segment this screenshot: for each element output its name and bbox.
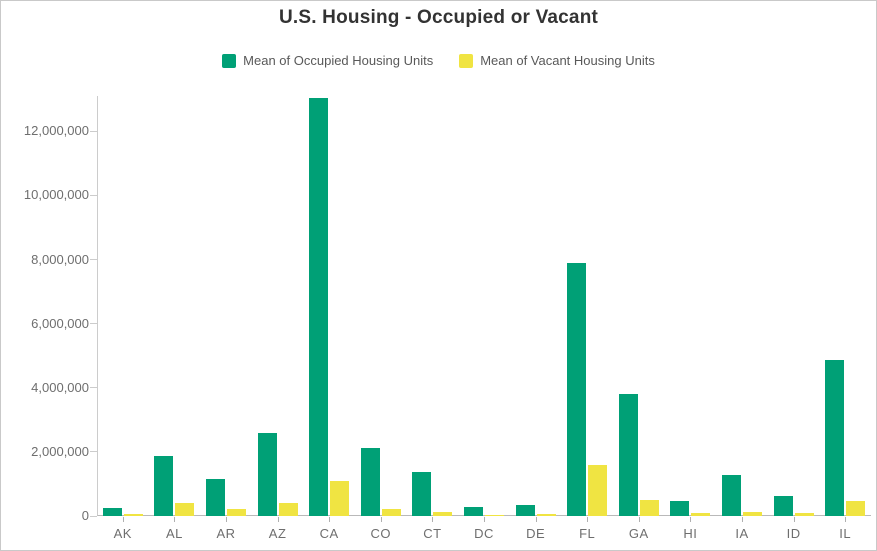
x-axis-tick-label: DC <box>474 526 494 541</box>
bar-occupied-ID[interactable] <box>773 496 793 516</box>
bar-occupied-IA[interactable] <box>722 475 741 516</box>
x-axis-tick-label: DE <box>526 526 546 541</box>
bar-occupied-DE[interactable] <box>515 505 535 516</box>
x-axis-tick-label: ID <box>786 526 801 541</box>
bar-vacant-CA[interactable] <box>330 481 350 516</box>
x-axis-tick-label: AK <box>113 526 132 541</box>
legend-item-occupied[interactable]: Mean of Occupied Housing Units <box>222 53 433 68</box>
legend: Mean of Occupied Housing Units Mean of V… <box>1 53 876 68</box>
legend-label-occupied: Mean of Occupied Housing Units <box>243 53 434 68</box>
x-axis-tick <box>638 517 640 522</box>
bar-occupied-AL[interactable] <box>154 456 174 516</box>
bar-vacant-CO[interactable] <box>381 509 401 516</box>
x-axis-tick <box>174 517 176 522</box>
y-axis-tick-label: 12,000,000 <box>23 123 89 139</box>
bar-occupied-DC[interactable] <box>464 507 483 516</box>
y-axis-tick-label: 4,000,000 <box>31 379 89 395</box>
bar-vacant-GA[interactable] <box>639 500 659 516</box>
bar-occupied-HI[interactable] <box>670 501 690 516</box>
bar-occupied-CT[interactable] <box>412 472 432 516</box>
x-axis-tick <box>277 517 279 522</box>
bar-vacant-AR[interactable] <box>227 509 246 516</box>
bar-vacant-IL[interactable] <box>846 501 866 516</box>
x-axis-tick-label: CO <box>370 526 392 541</box>
y-axis-tick <box>90 515 97 517</box>
y-axis-tick-label: 2,000,000 <box>31 443 89 459</box>
x-axis-tick <box>587 517 589 522</box>
y-axis-tick <box>90 194 97 196</box>
y-axis-tick <box>90 130 97 132</box>
y-axis-tick <box>90 259 97 260</box>
x-axis-tick-label: IL <box>839 526 852 541</box>
bar-occupied-CO[interactable] <box>360 448 380 516</box>
x-axis-tick-label: FL <box>579 526 596 541</box>
x-axis-tick <box>329 517 331 522</box>
y-axis-tick-label: 10,000,000 <box>23 187 89 203</box>
bar-vacant-CT[interactable] <box>433 512 453 516</box>
bar-vacant-FL[interactable] <box>588 465 608 516</box>
legend-swatch-vacant <box>459 53 474 68</box>
x-axis-tick-label: CA <box>319 526 339 541</box>
x-axis-tick-label: IA <box>735 526 749 541</box>
legend-swatch-occupied <box>222 53 237 68</box>
bar-vacant-AL[interactable] <box>175 503 195 516</box>
bar-occupied-AR[interactable] <box>206 479 225 516</box>
bar-vacant-HI[interactable] <box>691 513 711 516</box>
x-axis-tick-label: HI <box>683 526 698 541</box>
bar-occupied-AZ[interactable] <box>257 433 277 516</box>
x-axis-tick <box>484 517 485 522</box>
x-axis-tick <box>742 517 743 522</box>
y-axis-tick <box>90 323 97 325</box>
bar-occupied-GA[interactable] <box>618 394 638 516</box>
x-axis-tick-label: GA <box>628 526 649 541</box>
x-axis-tick-label: AZ <box>268 526 287 541</box>
y-axis-tick-label: 0 <box>81 508 89 523</box>
plot-area <box>97 96 871 516</box>
x-axis-tick <box>690 517 692 522</box>
bar-vacant-AK[interactable] <box>123 514 143 516</box>
x-axis-tick <box>535 517 537 522</box>
bar-occupied-CA[interactable] <box>309 98 329 516</box>
x-axis-tick <box>845 517 847 522</box>
bar-occupied-IL[interactable] <box>825 360 845 516</box>
x-axis-tick-label: AR <box>216 526 236 541</box>
bar-vacant-AZ[interactable] <box>278 503 298 516</box>
bar-occupied-FL[interactable] <box>567 263 587 516</box>
x-axis-tick <box>122 517 124 522</box>
y-axis-tick-label: 8,000,000 <box>31 251 89 267</box>
y-axis-tick-label: 6,000,000 <box>31 315 89 331</box>
chart-title: U.S. Housing - Occupied or Vacant <box>278 7 599 28</box>
legend-item-vacant[interactable]: Mean of Vacant Housing Units <box>459 53 655 68</box>
x-axis-tick <box>793 517 795 522</box>
bar-occupied-AK[interactable] <box>102 508 122 516</box>
y-axis-tick <box>90 387 97 389</box>
x-axis-tick-label: AL <box>165 526 183 541</box>
bar-vacant-ID[interactable] <box>794 513 814 516</box>
x-axis-tick <box>432 517 434 522</box>
y-axis-tick <box>90 451 97 453</box>
x-axis-tick <box>380 517 382 522</box>
x-axis-tick-label: CT <box>423 526 442 541</box>
legend-label-vacant: Mean of Vacant Housing Units <box>480 53 655 68</box>
bar-vacant-DE[interactable] <box>536 514 556 516</box>
bar-vacant-DC[interactable] <box>485 515 504 516</box>
bar-vacant-IA[interactable] <box>743 512 762 516</box>
x-axis-tick <box>226 517 227 522</box>
